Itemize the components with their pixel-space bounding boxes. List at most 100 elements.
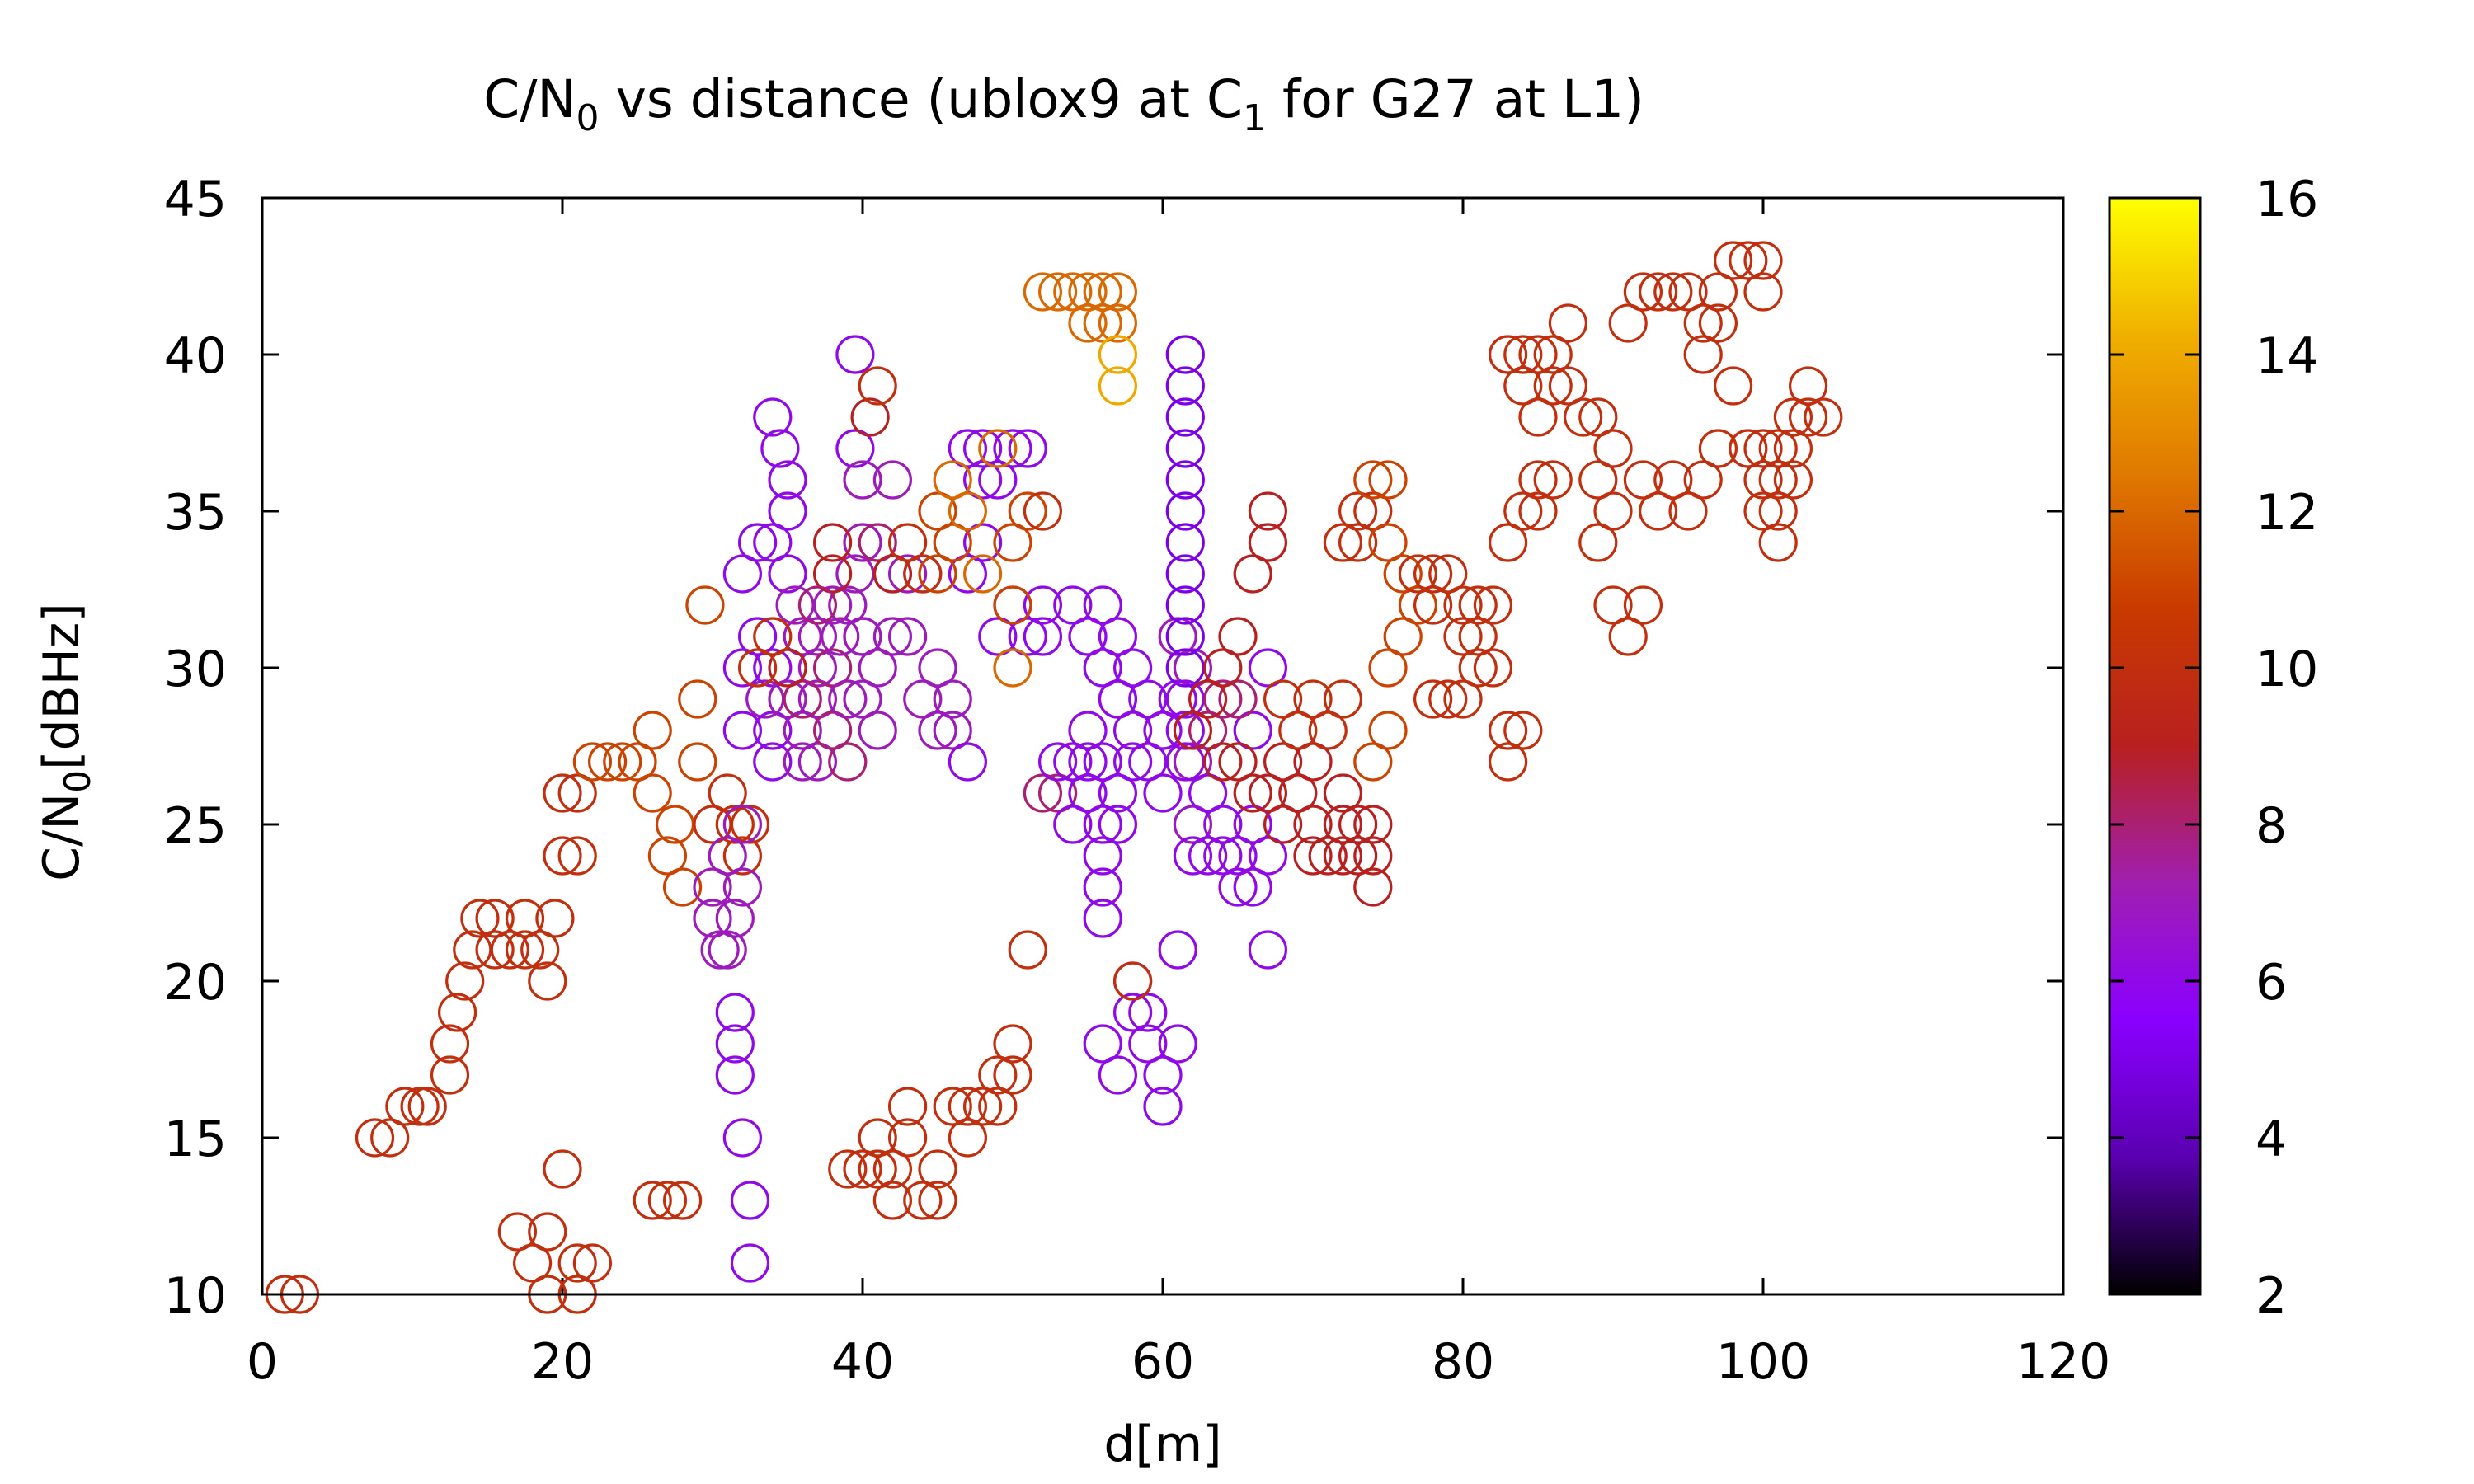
data-point — [753, 711, 793, 750]
data-point — [1128, 1024, 1168, 1064]
data-point — [948, 1087, 988, 1126]
data-point — [1383, 554, 1423, 594]
data-point — [1083, 805, 1122, 844]
data-point — [872, 1149, 913, 1189]
data-point — [1443, 585, 1483, 625]
data-point — [1773, 460, 1813, 500]
data-point — [1353, 867, 1393, 907]
data-point — [1338, 491, 1378, 531]
data-point — [1248, 648, 1288, 688]
data-point — [1098, 366, 1138, 406]
data-point — [1278, 773, 1318, 813]
data-point — [843, 617, 882, 656]
data-point — [400, 1087, 440, 1126]
data-point — [1203, 742, 1243, 782]
y-tick-label: 30 — [164, 641, 227, 698]
data-point — [1098, 1055, 1138, 1095]
data-point — [858, 711, 897, 750]
data-point — [1683, 460, 1723, 500]
data-point — [1023, 491, 1063, 531]
data-point — [812, 554, 853, 594]
data-point — [962, 523, 1003, 562]
data-point — [1488, 523, 1528, 562]
data-point — [918, 491, 957, 531]
data-point — [1743, 272, 1783, 312]
data-point — [715, 1024, 755, 1064]
data-point — [1037, 272, 1078, 312]
data-point — [1518, 491, 1558, 531]
colorbar-tick-label: 16 — [2255, 171, 2318, 228]
x-tick-label: 120 — [2016, 1333, 2111, 1391]
data-point — [978, 617, 1018, 656]
data-point — [1398, 554, 1438, 594]
data-point — [1173, 805, 1213, 844]
data-point — [430, 1055, 470, 1095]
data-point — [737, 617, 778, 656]
data-point — [858, 1118, 897, 1158]
data-point — [948, 429, 988, 468]
data-point — [1068, 272, 1108, 312]
x-tick-label: 100 — [1716, 1333, 1811, 1391]
data-point — [1263, 805, 1303, 844]
data-point — [543, 1149, 582, 1189]
data-point — [1008, 491, 1047, 531]
data-point — [1083, 836, 1122, 876]
data-point — [768, 491, 807, 531]
data-point — [722, 805, 763, 844]
data-point — [708, 773, 747, 813]
data-point — [1758, 491, 1798, 531]
y-tick-label: 20 — [164, 954, 227, 1012]
data-point — [1368, 523, 1408, 562]
data-point — [812, 585, 853, 625]
data-point — [647, 1181, 688, 1220]
data-point — [1188, 773, 1228, 813]
data-point — [1714, 241, 1753, 280]
data-point — [753, 742, 793, 782]
data-point — [1053, 742, 1093, 782]
data-point — [978, 1087, 1018, 1126]
data-point — [768, 648, 807, 688]
data-point — [872, 617, 913, 656]
data-point — [1218, 679, 1258, 719]
colorbar-tick-label: 4 — [2255, 1111, 2287, 1168]
data-point — [1698, 429, 1738, 468]
data-point — [1323, 773, 1363, 813]
data-point — [1353, 460, 1393, 500]
data-point — [1068, 617, 1108, 656]
data-point — [715, 993, 755, 1032]
data-point — [1548, 303, 1588, 343]
data-point — [1488, 742, 1528, 782]
data-point — [715, 899, 755, 938]
data-point — [662, 1181, 703, 1220]
data-point — [843, 460, 882, 500]
data-point — [828, 585, 868, 625]
data-point — [821, 617, 860, 656]
data-point — [572, 1243, 613, 1283]
data-point — [1548, 366, 1588, 406]
data-point — [918, 1181, 957, 1220]
data-point — [1263, 742, 1303, 782]
data-point — [1248, 523, 1288, 562]
data-point — [918, 1149, 957, 1189]
data-point — [753, 617, 793, 656]
data-point — [1623, 460, 1663, 500]
data-point — [528, 961, 567, 1001]
y-tick-label: 10 — [164, 1267, 227, 1325]
chart-title: C/N0 vs distance (ublox9 at C1 for G27 a… — [483, 69, 1644, 139]
data-point — [1413, 679, 1453, 719]
data-point — [633, 773, 672, 813]
data-point — [933, 460, 972, 500]
colorbar-tick-label: 2 — [2255, 1267, 2287, 1325]
data-point — [1698, 272, 1738, 312]
data-point — [1098, 617, 1138, 656]
data-point — [1165, 397, 1205, 437]
data-point — [1608, 303, 1648, 343]
data-point — [722, 867, 763, 907]
data-point — [1503, 711, 1543, 750]
data-point — [1804, 397, 1843, 437]
y-tick-label: 40 — [164, 327, 227, 385]
x-axis-ticks: 0 20 40 60 80 100 120 — [247, 198, 2110, 1391]
data-point — [1008, 930, 1047, 970]
x-tick-label: 20 — [531, 1333, 594, 1391]
data-point — [1098, 805, 1138, 844]
